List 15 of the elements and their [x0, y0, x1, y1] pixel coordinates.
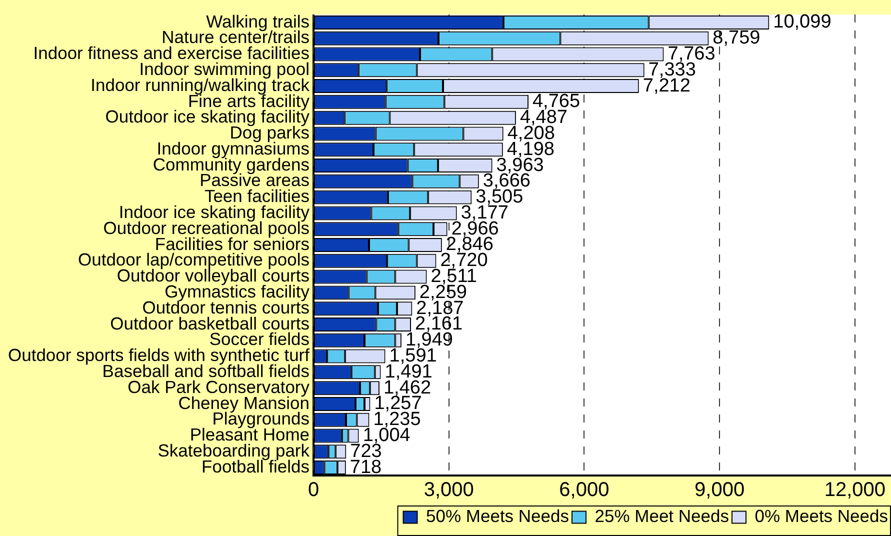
total-label: 8,759 — [712, 28, 760, 49]
legend-label: 25% Meet Needs — [594, 506, 730, 526]
x-tick-label: 0 — [308, 479, 320, 502]
y-tick-label: Outdoor lap/competitive pools — [78, 250, 310, 270]
x-tick-label: 12,000 — [824, 479, 886, 502]
legend-label: 0% Meets Needs — [754, 506, 888, 526]
x-tick-label: 9,000 — [694, 479, 745, 502]
total-label: 718 — [350, 456, 382, 478]
y-tick-label: Indoor fitness and exercise facilities — [33, 43, 310, 64]
y-tick-label: Walking trails — [206, 11, 310, 32]
x-tick-label: 3,000 — [424, 479, 474, 502]
legend-label: 50% Meets Needs — [426, 506, 570, 526]
total-label: 10,099 — [773, 12, 832, 33]
x-tick-label: 6,000 — [559, 479, 610, 502]
y-tick-label: Oak Park Conservatory — [128, 376, 310, 397]
